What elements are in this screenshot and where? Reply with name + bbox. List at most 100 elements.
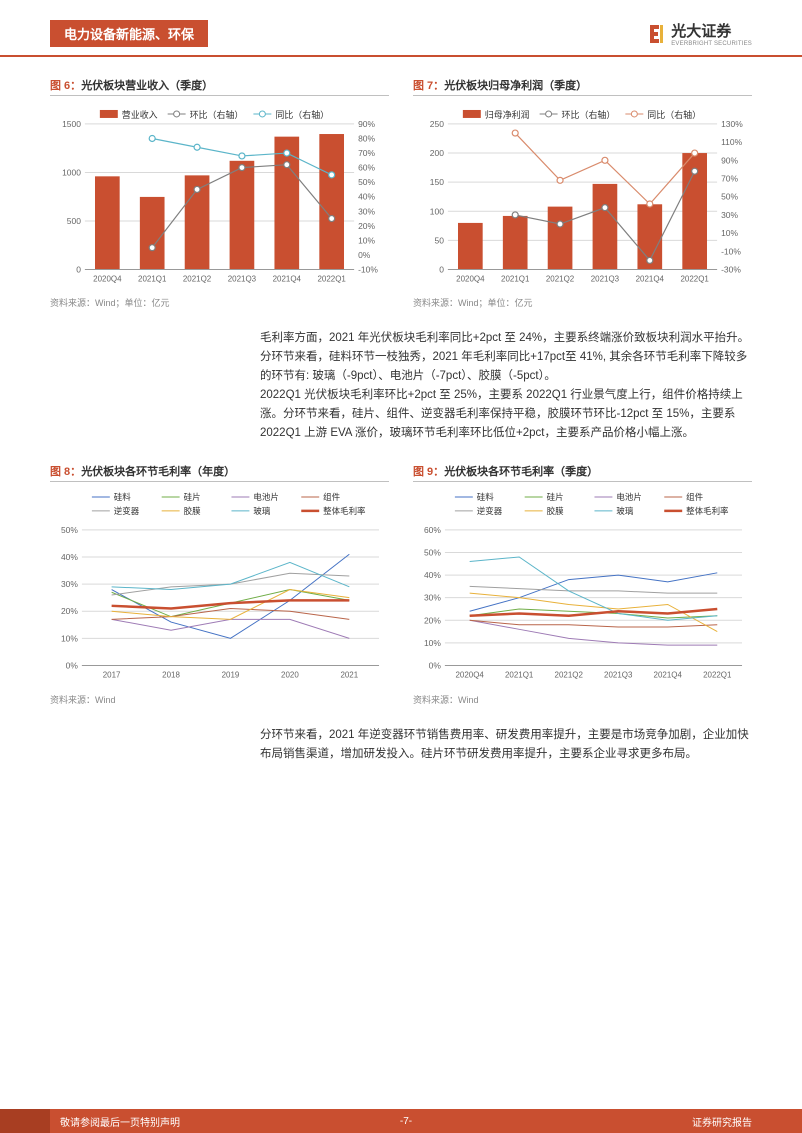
chart-8-title: 图 8：光伏板块各环节毛利率（年度）: [50, 463, 389, 482]
svg-text:80%: 80%: [358, 133, 375, 143]
svg-text:-30%: -30%: [721, 264, 741, 274]
svg-text:10%: 10%: [721, 228, 738, 238]
chart-9-svg: 硅料硅片电池片组件逆变器胶膜玻璃整体毛利率0%10%20%30%40%50%60…: [413, 488, 752, 687]
svg-text:2017: 2017: [103, 671, 121, 680]
svg-text:整体毛利率: 整体毛利率: [323, 506, 366, 516]
svg-text:2021Q3: 2021Q3: [604, 671, 633, 680]
svg-text:30%: 30%: [358, 206, 375, 216]
svg-text:0%: 0%: [358, 250, 371, 260]
logo-subtitle: EVERBRIGHT SECURITIES: [671, 41, 752, 47]
chart-7: 图 7：光伏板块归母净利润（季度） 归母净利润环比（右轴）同比（右轴）05010…: [413, 77, 752, 309]
svg-text:250: 250: [430, 119, 444, 129]
svg-text:1500: 1500: [62, 119, 81, 129]
svg-text:2018: 2018: [162, 671, 180, 680]
svg-text:130%: 130%: [721, 119, 743, 129]
svg-text:同比（右轴）: 同比（右轴）: [275, 109, 329, 120]
svg-text:2020: 2020: [281, 671, 299, 680]
svg-text:0%: 0%: [429, 661, 442, 671]
page-header: 电力设备新能源、环保 光大证券 EVERBRIGHT SECURITIES: [0, 0, 802, 57]
svg-text:逆变器: 逆变器: [114, 506, 140, 516]
svg-text:50%: 50%: [358, 177, 375, 187]
svg-text:2021Q1: 2021Q1: [501, 274, 530, 283]
chart-9-source: 资料来源：Wind: [413, 693, 752, 706]
svg-text:硅片: 硅片: [547, 492, 564, 502]
svg-text:0: 0: [439, 264, 444, 274]
paragraph-block-2: 分环节来看，2021 年逆变器环节销售费用率、研发费用率提升，主要是市场竞争加剧…: [260, 726, 752, 764]
chart-6: 图 6：光伏板块营业收入（季度） 营业收入环比（右轴）同比（右轴）0500100…: [50, 77, 389, 309]
svg-text:0: 0: [76, 264, 81, 274]
svg-text:20%: 20%: [424, 616, 441, 626]
svg-text:玻璃: 玻璃: [616, 506, 633, 516]
company-logo: 光大证券 EVERBRIGHT SECURITIES: [647, 20, 752, 47]
para-2: 2022Q1 光伏板块毛利率环比+2pct 至 25%，主要系 2022Q1 行…: [260, 386, 752, 443]
svg-text:30%: 30%: [61, 579, 78, 589]
svg-text:20%: 20%: [358, 221, 375, 231]
chart-7-svg: 归母净利润环比（右轴）同比（右轴）050100150200250-30%-10%…: [413, 102, 752, 291]
page-footer: 敬请参阅最后一页特别声明 -7- 证券研究报告: [0, 1109, 802, 1133]
svg-text:0%: 0%: [66, 661, 79, 671]
svg-text:10%: 10%: [358, 235, 375, 245]
svg-text:2021: 2021: [340, 671, 358, 680]
svg-text:2022Q1: 2022Q1: [703, 671, 732, 680]
para-1: 毛利率方面，2021 年光伏板块毛利率同比+2pct 至 24%，主要系终端涨价…: [260, 329, 752, 386]
header-title: 电力设备新能源、环保: [50, 20, 208, 47]
svg-text:归母净利润: 归母净利润: [485, 109, 530, 120]
svg-text:150: 150: [430, 177, 444, 187]
svg-text:2021Q2: 2021Q2: [555, 671, 584, 680]
svg-text:电池片: 电池片: [253, 492, 278, 502]
svg-text:2021Q3: 2021Q3: [228, 274, 257, 283]
chart-6-title: 图 6：光伏板块营业收入（季度）: [50, 77, 389, 96]
footer-right: 证券研究报告: [431, 1109, 802, 1133]
svg-text:硅料: 硅料: [477, 492, 494, 502]
svg-text:50%: 50%: [61, 525, 78, 535]
svg-text:90%: 90%: [358, 119, 375, 129]
svg-text:环比（右轴）: 环比（右轴）: [562, 109, 616, 120]
svg-text:2022Q1: 2022Q1: [317, 274, 346, 283]
svg-text:2020Q4: 2020Q4: [456, 274, 485, 283]
logo-text: 光大证券: [671, 20, 752, 41]
logo-icon: [647, 23, 665, 45]
paragraph-block-1: 毛利率方面，2021 年光伏板块毛利率同比+2pct 至 24%，主要系终端涨价…: [260, 329, 752, 443]
svg-text:40%: 40%: [424, 570, 441, 580]
svg-text:电池片: 电池片: [616, 492, 641, 502]
svg-text:10%: 10%: [61, 634, 78, 644]
svg-text:2022Q1: 2022Q1: [680, 274, 709, 283]
svg-text:整体毛利率: 整体毛利率: [686, 506, 729, 516]
svg-text:30%: 30%: [424, 593, 441, 603]
svg-text:2020Q4: 2020Q4: [93, 274, 122, 283]
chart-9-title: 图 9：光伏板块各环节毛利率（季度）: [413, 463, 752, 482]
svg-text:60%: 60%: [358, 163, 375, 173]
footer-left: 敬请参阅最后一页特别声明: [50, 1109, 381, 1133]
svg-text:逆变器: 逆变器: [477, 506, 503, 516]
svg-text:50%: 50%: [424, 548, 441, 558]
svg-text:2021Q4: 2021Q4: [654, 671, 683, 680]
svg-text:70%: 70%: [358, 148, 375, 158]
chart-9: 图 9：光伏板块各环节毛利率（季度） 硅料硅片电池片组件逆变器胶膜玻璃整体毛利率…: [413, 463, 752, 705]
svg-text:硅料: 硅料: [114, 492, 131, 502]
svg-text:硅片: 硅片: [184, 492, 201, 502]
para-3: 分环节来看，2021 年逆变器环节销售费用率、研发费用率提升，主要是市场竞争加剧…: [260, 726, 752, 764]
svg-text:10%: 10%: [424, 638, 441, 648]
svg-text:40%: 40%: [358, 192, 375, 202]
svg-text:30%: 30%: [721, 210, 738, 220]
svg-text:90%: 90%: [721, 155, 738, 165]
svg-text:50%: 50%: [721, 192, 738, 202]
chart-6-source: 资料来源：Wind；单位：亿元: [50, 296, 389, 309]
svg-text:-10%: -10%: [358, 264, 378, 274]
footer-page: -7-: [381, 1109, 431, 1133]
svg-text:2021Q2: 2021Q2: [183, 274, 212, 283]
svg-text:1000: 1000: [62, 167, 81, 177]
svg-text:环比（右轴）: 环比（右轴）: [190, 109, 244, 120]
svg-text:200: 200: [430, 148, 444, 158]
svg-text:营业收入: 营业收入: [122, 109, 158, 120]
svg-text:60%: 60%: [424, 525, 441, 535]
svg-text:胶膜: 胶膜: [184, 506, 201, 516]
svg-text:2021Q3: 2021Q3: [591, 274, 620, 283]
svg-text:组件: 组件: [323, 492, 340, 502]
svg-text:70%: 70%: [721, 174, 738, 184]
svg-text:-10%: -10%: [721, 246, 741, 256]
svg-text:2020Q4: 2020Q4: [455, 671, 484, 680]
footer-accent: [0, 1109, 50, 1133]
svg-text:20%: 20%: [61, 606, 78, 616]
charts-row-1: 图 6：光伏板块营业收入（季度） 营业收入环比（右轴）同比（右轴）0500100…: [50, 77, 752, 309]
